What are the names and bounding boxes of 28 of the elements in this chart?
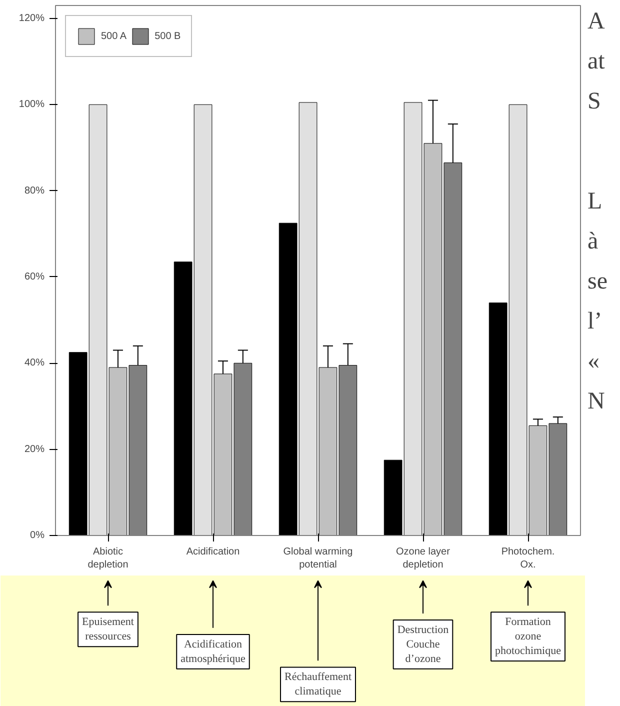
y-tick-label: 0% (30, 530, 45, 541)
text: Réchauffement climatique (284, 671, 352, 698)
x-tick-label: Ozone layer depletion (396, 546, 451, 571)
y-tick-label: 40% (24, 358, 45, 369)
text: L (588, 188, 602, 214)
text: « (588, 348, 600, 374)
y-tick-label: 100% (18, 99, 45, 110)
x-tick-label: Photochem. Ox. (501, 546, 555, 571)
text: at (588, 48, 606, 74)
y-tick-label: 80% (24, 185, 45, 196)
text: se (588, 268, 608, 294)
text: Acidification atmosphérique (180, 638, 246, 665)
text: l’ (588, 308, 602, 334)
legend-label: 500 A (101, 30, 127, 42)
legend-label: 500 B (154, 30, 181, 42)
x-tick-label: Abiotic depletion (88, 546, 128, 571)
x-tick-label: Global warming potential (283, 546, 353, 571)
text: Epuisement ressources (82, 616, 134, 643)
y-tick-label: 20% (24, 444, 45, 455)
x-tick-label: Acidification (186, 546, 240, 558)
text: Destruction Couche d’ozone (397, 624, 450, 665)
text: Formation ozone photochimique (495, 616, 562, 657)
text: à (588, 228, 598, 254)
y-tick-label: 120% (18, 12, 45, 24)
text: N (588, 388, 605, 414)
text: A (588, 8, 606, 34)
y-tick-label: 60% (24, 271, 45, 282)
text: S (588, 88, 601, 114)
